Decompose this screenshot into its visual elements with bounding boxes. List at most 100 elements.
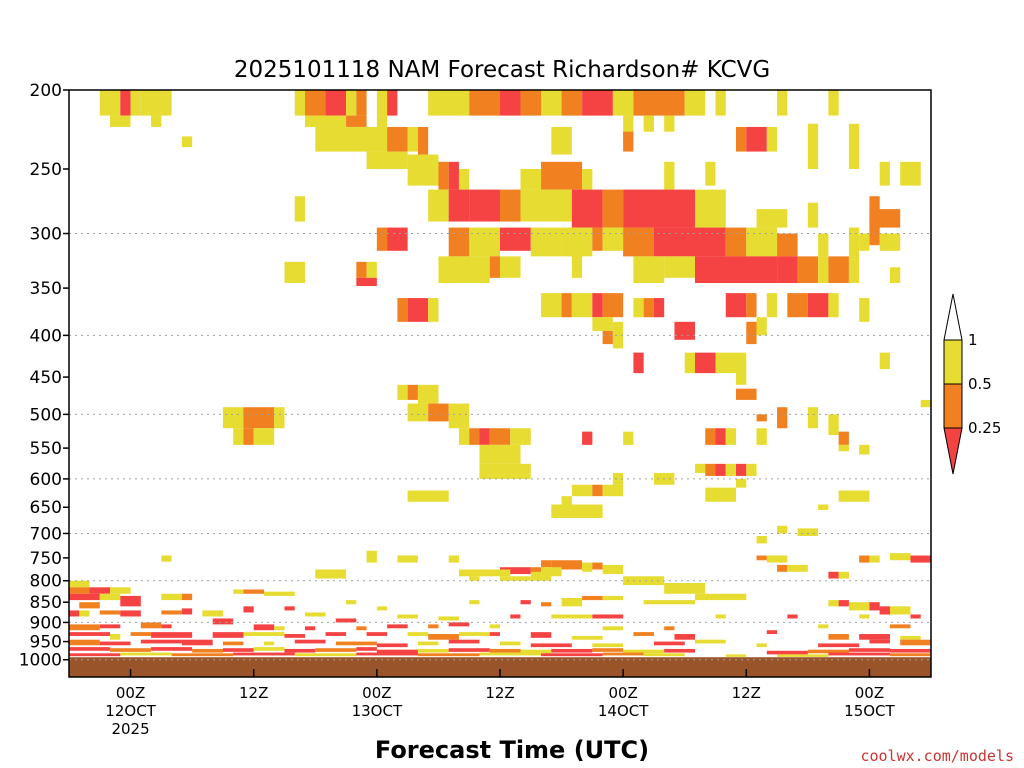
ri-cell [346, 600, 357, 605]
ri-cell [664, 161, 675, 190]
ri-cell [561, 90, 583, 116]
ri-cell [428, 403, 449, 422]
ri-cell [448, 161, 459, 190]
ri-cell [705, 428, 716, 445]
credit-text[interactable]: coolwx.com/models [860, 747, 1014, 765]
ri-cell [541, 161, 583, 190]
ri-cell [694, 352, 716, 374]
ri-cell [263, 591, 295, 596]
ri-cell [161, 624, 172, 629]
ri-cell [859, 233, 870, 251]
ri-cell [69, 587, 90, 594]
legend-label: 0.25 [968, 419, 1001, 437]
ri-cell [120, 610, 141, 617]
ri-cell [653, 641, 685, 646]
ri-cell [848, 648, 890, 652]
ri-cell [489, 632, 500, 636]
ri-cell [838, 571, 849, 579]
ri-cell [315, 648, 357, 652]
x-tick-label: 00Z [855, 684, 884, 702]
x-tick-label: 00Z [608, 684, 637, 702]
ri-cell [500, 576, 531, 581]
ri-cell [889, 648, 931, 653]
ri-cell [417, 648, 449, 653]
ri-cell [818, 504, 829, 510]
ri-cell [530, 632, 552, 638]
ri-cell [828, 634, 849, 640]
ri-cell [500, 90, 521, 116]
ri-cell [633, 256, 665, 284]
ri-cell [469, 576, 480, 581]
ri-cell [397, 298, 408, 322]
ri-cell [756, 535, 767, 544]
y-tick-label: 900 [30, 613, 62, 633]
ri-cell [99, 593, 121, 601]
x-tick-label: 13OCT [352, 702, 403, 720]
ri-cell [99, 610, 121, 615]
ri-cell [571, 635, 603, 640]
ri-cell [561, 598, 583, 607]
legend-swatch-025-05 [943, 383, 963, 429]
ri-cell [376, 606, 388, 611]
ri-cell [110, 648, 152, 652]
ri-cell [664, 582, 706, 594]
ri-cell [787, 293, 808, 318]
ri-cell [746, 227, 778, 257]
ri-cell [69, 624, 100, 631]
ri-cell [479, 652, 542, 656]
ri-cell [623, 431, 634, 445]
ri-cell [766, 650, 808, 655]
x-axis-label: Forecast Time (UTC) [375, 736, 649, 764]
ri-cell [746, 463, 757, 476]
ri-cell [879, 606, 890, 615]
y-axis: 200 250 300 350 400 450 500 550 600 650 700 750 8008… [19, 81, 69, 671]
ri-cell [848, 256, 860, 284]
ri-cell [653, 298, 665, 318]
ri-cell [325, 632, 347, 636]
y-tick-label: 200 [30, 81, 62, 101]
ri-cell [448, 189, 470, 222]
ri-cell [633, 298, 644, 318]
ri-cell [592, 614, 624, 619]
y-tick-label: 300 [30, 225, 62, 245]
ri-cell [469, 189, 500, 222]
ri-cell [151, 647, 193, 651]
ri-cell [828, 414, 839, 435]
ri-cell [161, 593, 182, 601]
ri-cell [417, 653, 480, 657]
ri-cell [623, 189, 695, 228]
ri-cell [294, 653, 357, 657]
ri-cell [756, 414, 767, 422]
ri-cell [561, 496, 572, 505]
ri-cell [551, 648, 593, 653]
ri-cell [243, 632, 285, 636]
ri-cell [633, 632, 654, 636]
ri-cell [818, 233, 829, 257]
ri-cell [612, 321, 624, 349]
ri-cell [612, 90, 634, 116]
ri-cell [120, 595, 141, 607]
legend-label: 1 [968, 331, 978, 349]
ri-cell [869, 555, 880, 563]
ri-cell [561, 293, 572, 318]
ri-cell [787, 564, 808, 572]
ri-cell [530, 227, 562, 257]
ri-cell [315, 126, 388, 152]
ri-cell [458, 168, 470, 190]
ri-cell [541, 653, 603, 657]
ri-cell [541, 293, 562, 318]
ri-cell [448, 227, 470, 257]
ri-cell [69, 632, 111, 636]
ri-cell [777, 654, 829, 657]
ri-cell [746, 321, 757, 345]
y-tick-label: 700 [30, 524, 62, 544]
ri-cell [592, 648, 624, 652]
ri-cell [417, 126, 429, 155]
ri-cell [520, 168, 542, 190]
ri-cell [397, 384, 408, 400]
ri-cell [889, 553, 911, 561]
ri-cell [356, 90, 367, 116]
ri-cell [79, 602, 100, 609]
ri-cell [838, 600, 849, 607]
ri-cell [500, 189, 521, 222]
